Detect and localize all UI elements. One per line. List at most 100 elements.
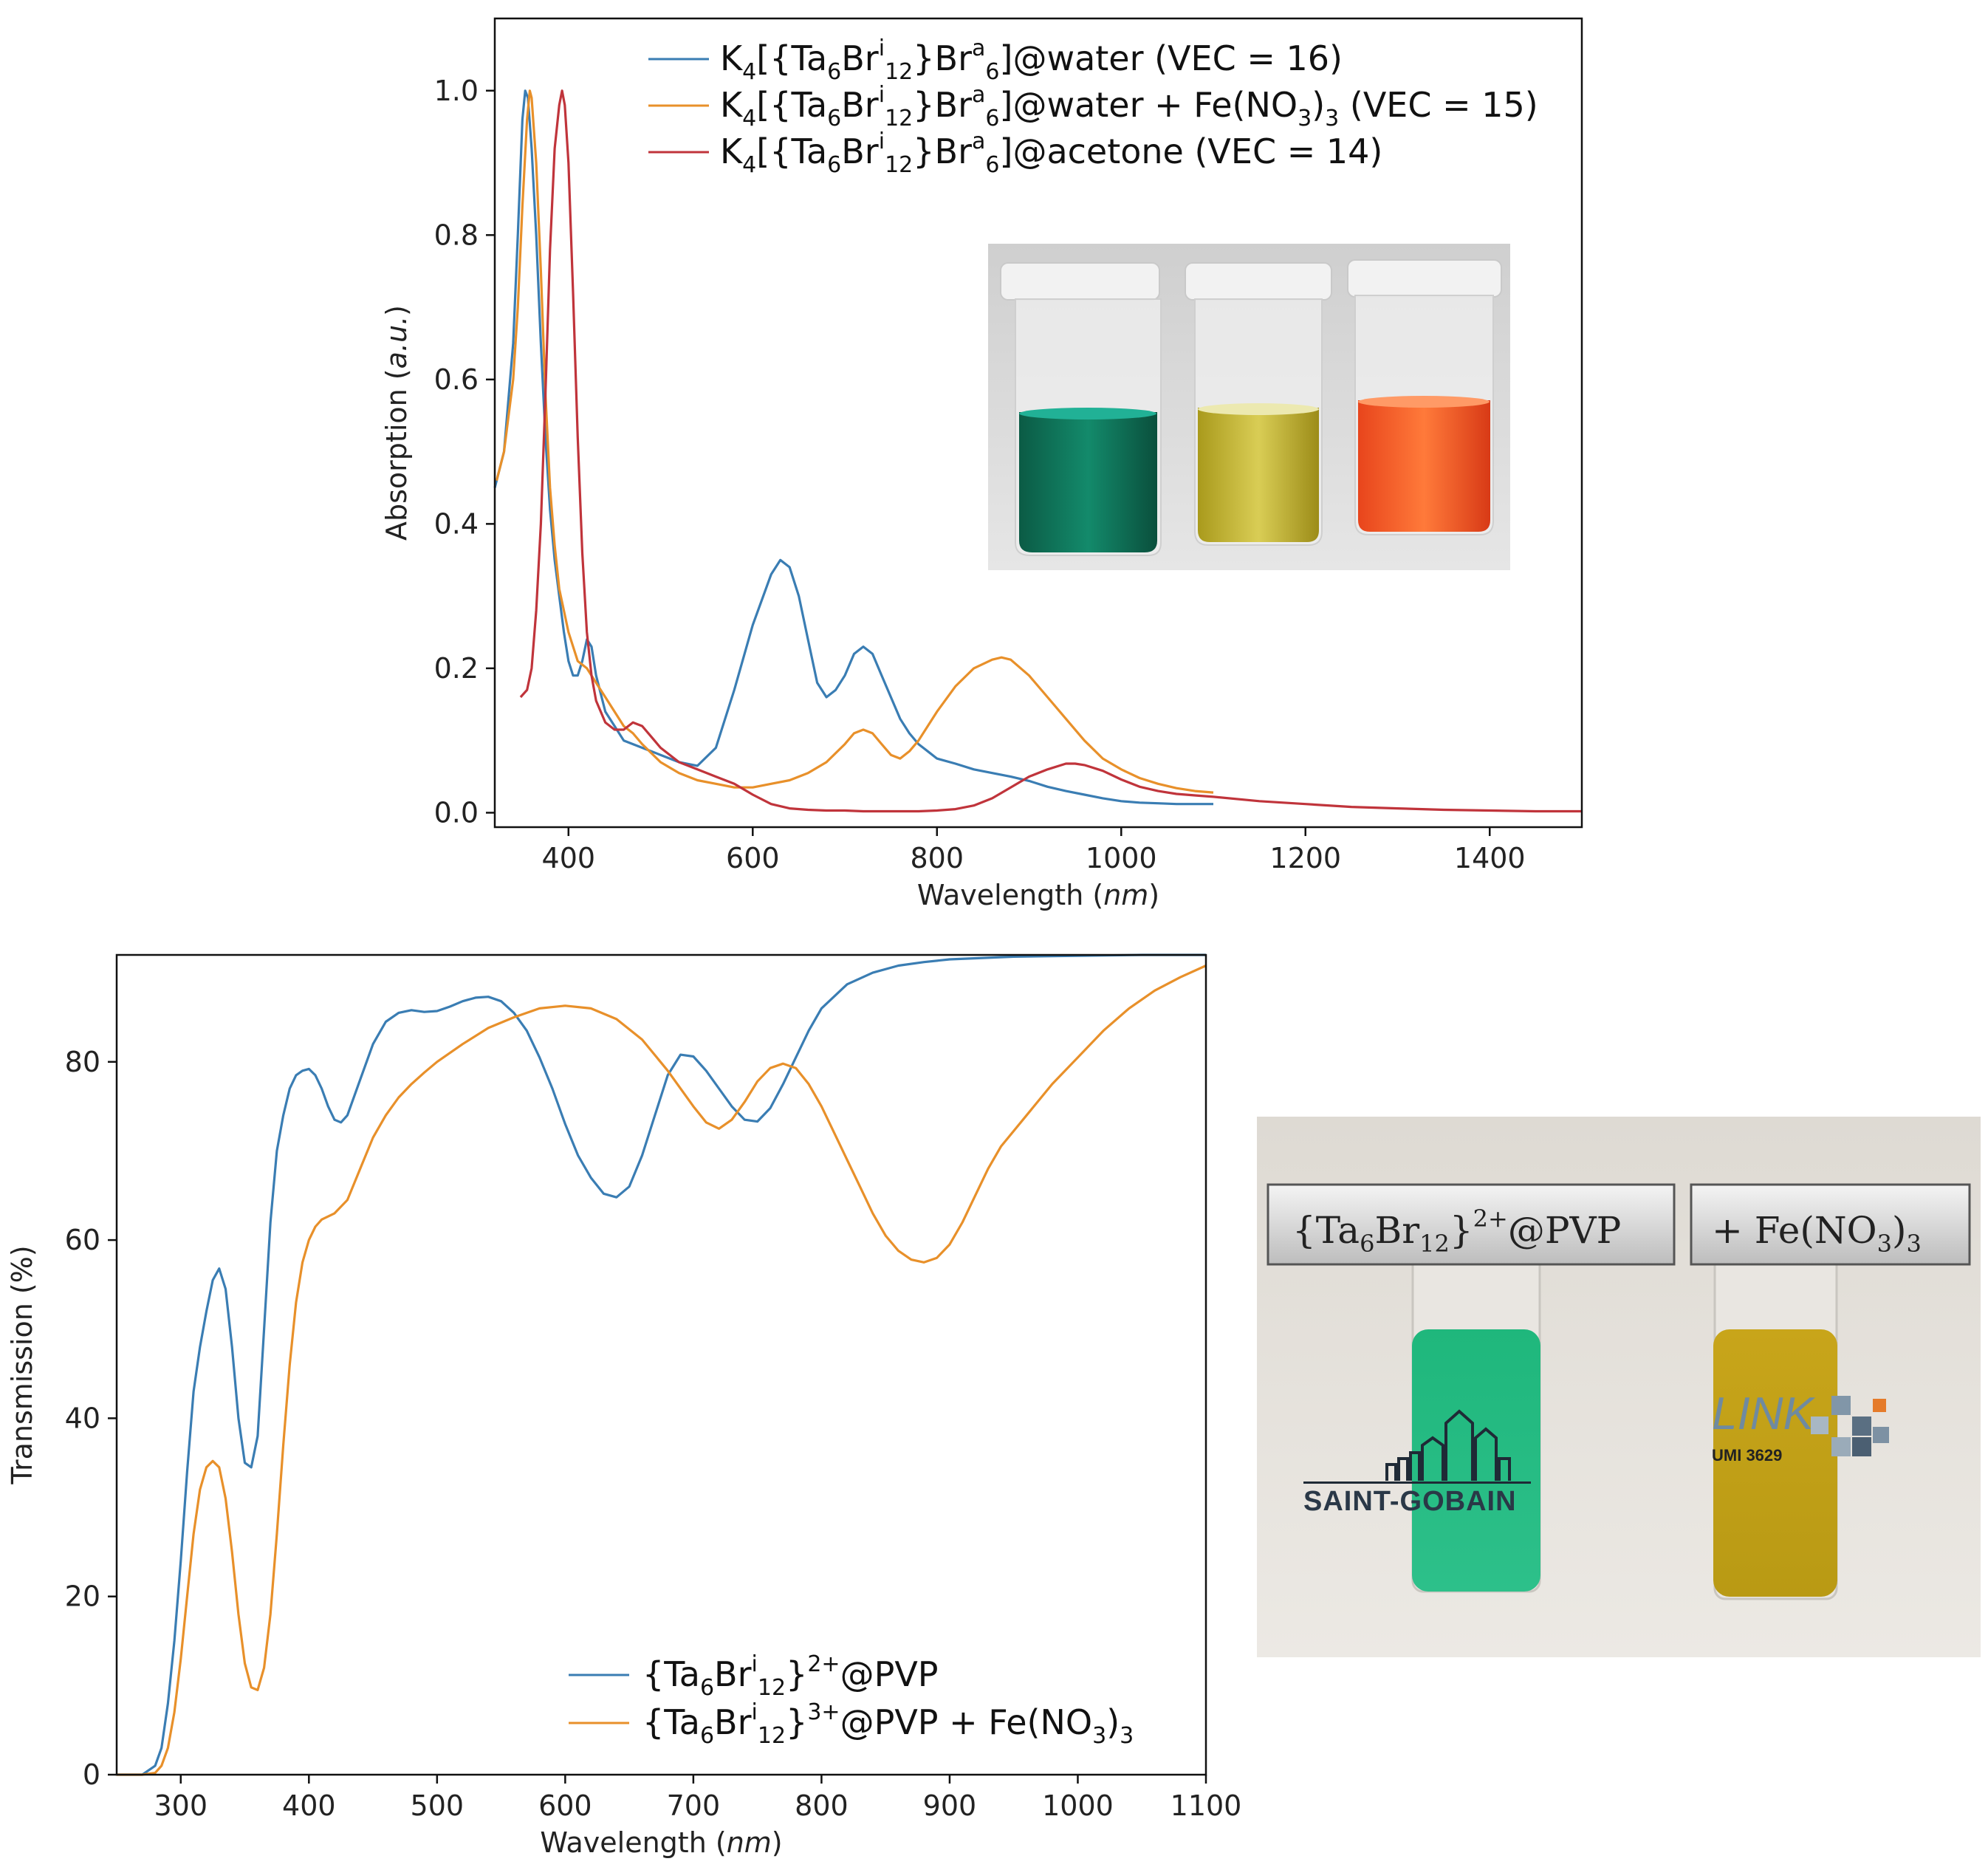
legend-label-part: a — [972, 35, 985, 61]
legend-label-part: ) — [1312, 85, 1325, 125]
legend-label-part: 3 — [1092, 1723, 1106, 1749]
transmission-y-tick-label: 0 — [83, 1758, 100, 1791]
transmission-x-axis-label-text: Wavelength — [540, 1826, 706, 1859]
link-umi-logo: LINK UMI 3629 — [1712, 1388, 1889, 1465]
transmission-series-line-0 — [117, 953, 1206, 1776]
absorption-y-tick-label: 0.8 — [434, 219, 479, 251]
label-box-pvp: {Ta6Br12}2+@PVP — [1267, 1183, 1676, 1266]
legend-label-part: 4 — [742, 106, 756, 131]
link-logo-cube — [1873, 1427, 1889, 1443]
absorption-chart: 400 600 800 1000 1200 1400 0.0 0.2 0.4 0.6 0.8 1.0… — [380, 17, 1583, 911]
vial-yellow-meniscus — [1198, 403, 1319, 415]
legend-label-part: 3 — [1298, 106, 1312, 131]
legend-label-part: Br — [714, 1654, 752, 1694]
absorption-y-axis-close-paren: ) — [380, 305, 413, 316]
vial-orange-liquid — [1358, 400, 1490, 532]
vials-photo-inset — [988, 244, 1510, 570]
transmission-y-tick-label: 20 — [65, 1580, 100, 1613]
legend-label-part: [{Ta — [756, 131, 827, 171]
absorption-x-axis-open-paren: ( — [1083, 879, 1103, 911]
transmission-x-tick-label: 500 — [411, 1789, 465, 1822]
transmission-x-axis-unit: nm — [727, 1826, 772, 1859]
absorption-x-tick-label: 1200 — [1269, 842, 1341, 874]
transmission-y-tick-label: 80 — [65, 1046, 100, 1078]
legend-label-part: ]@water (VEC = 16) — [1000, 38, 1343, 78]
absorption-y-axis-label: Absorption (a.u.) — [380, 305, 413, 541]
absorption-x-ticks: 400 600 800 1000 1200 1400 — [542, 827, 1526, 874]
legend-label-part: K — [720, 131, 744, 171]
legend-label-part: 12 — [885, 152, 913, 178]
transmission-x-tick-label: 900 — [923, 1789, 977, 1822]
absorption-x-tick-label: 1400 — [1454, 842, 1526, 874]
legend-label-part: 12 — [885, 59, 913, 85]
link-logo-cube — [1852, 1416, 1871, 1436]
legend-label-pvp: {Ta6Bri12}2+@PVP — [642, 1651, 939, 1701]
legend-label-part: {Ta — [642, 1654, 700, 1694]
transmission-y-ticks: 0 20 40 60 80 — [65, 1046, 117, 1791]
absorption-series-line-2 — [519, 89, 1582, 813]
absorption-x-axis-close-paren: ) — [1148, 879, 1159, 911]
transmission-x-tick-label: 700 — [667, 1789, 721, 1822]
absorption-y-tick-label: 0.4 — [434, 507, 479, 540]
legend-label-acetone: K4[{Ta6Bri12}Bra6]@acetone (VEC = 14) — [720, 129, 1382, 178]
legend-label-part: } — [786, 1702, 807, 1742]
legend-label-part: 4 — [742, 59, 756, 85]
legend-label-part: }Br — [913, 85, 972, 125]
legend-label-part: 12 — [758, 1675, 786, 1701]
absorption-y-tick-label: 0.0 — [434, 796, 479, 829]
transmission-plot-area — [117, 953, 1207, 1776]
legend-label-part: [{Ta — [756, 85, 827, 125]
transmission-x-tick-label: 600 — [538, 1789, 592, 1822]
absorption-y-ticks: 0.0 0.2 0.4 0.6 0.8 1.0 — [434, 75, 495, 829]
label-box-fe-frame — [1690, 1183, 1971, 1266]
absorption-x-tick-label: 400 — [542, 842, 596, 874]
legend-label-part: ) — [1106, 1702, 1120, 1742]
saint-gobain-logo-baseline — [1303, 1481, 1531, 1484]
legend-label-part: @PVP — [840, 1654, 939, 1694]
legend-label-part: 2+ — [807, 1651, 840, 1677]
absorption-y-axis-open-paren: ( — [380, 369, 413, 388]
transmission-y-tick-label: 60 — [65, 1224, 100, 1256]
transmission-legend: {Ta6Bri12}2+@PVP {Ta6Bri12}3+@PVP + Fe(N… — [569, 1651, 1134, 1749]
legend-label-pvp-fe: {Ta6Bri12}3+@PVP + Fe(NO3)3 — [642, 1699, 1134, 1749]
legend-label-water-fe: K4[{Ta6Bri12}Bra6]@water + Fe(NO3)3 (VEC… — [720, 82, 1538, 131]
saint-gobain-logo: SAINT-GOBAIN — [1303, 1409, 1531, 1517]
label-box-pvp-text: {Ta6Br12}2+@PVP — [1292, 1205, 1621, 1258]
legend-label-part: {Ta — [642, 1702, 700, 1742]
vial-green-cap — [1000, 262, 1160, 301]
legend-label-part: 3+ — [807, 1699, 840, 1725]
transmission-plot-frame — [115, 953, 1207, 1776]
absorption-y-tick-label: 1.0 — [434, 75, 479, 107]
legend-label-part: ]@water + Fe(NO — [1000, 85, 1298, 125]
transmission-x-axis-open-paren: ( — [707, 1826, 727, 1859]
label-box-fe: + Fe(NO3)3 — [1690, 1183, 1971, 1266]
absorption-series-line-0 — [493, 89, 1213, 806]
legend-label-part: K — [720, 38, 744, 78]
legend-label-part: 6 — [827, 106, 841, 131]
legend-label-part: 6 — [827, 59, 841, 85]
transmission-y-tick-label: 40 — [65, 1402, 100, 1434]
transmission-x-tick-label: 300 — [154, 1789, 208, 1822]
legend-label-part: 6 — [700, 1675, 714, 1701]
label-box-pvp-frame — [1267, 1183, 1676, 1266]
legend-label-part: Br — [841, 131, 879, 171]
legend-label-part: }Br — [913, 131, 972, 171]
legend-label-part: i — [752, 1651, 758, 1677]
link-logo-text: LINK — [1712, 1388, 1815, 1439]
legend-label-part: a — [972, 129, 985, 154]
legend-label-part: 12 — [885, 106, 913, 131]
legend-label-water: K4[{Ta6Bri12}Bra6]@water (VEC = 16) — [720, 35, 1343, 85]
legend-label-part: i — [879, 35, 885, 61]
absorption-x-axis-unit: nm — [1103, 879, 1148, 911]
legend-label-part: [{Ta — [756, 38, 827, 78]
legend-label-part: ]@acetone (VEC = 14) — [1000, 131, 1383, 171]
legend-label-part: i — [879, 129, 885, 154]
legend-label-part: 6 — [985, 59, 999, 85]
legend-label-part: 4 — [742, 152, 756, 178]
legend-label-part: 6 — [985, 106, 999, 131]
absorption-y-tick-label: 0.6 — [434, 363, 479, 396]
legend-label-part: @PVP + Fe(NO — [840, 1702, 1093, 1742]
transmission-x-ticks: 300 400 500 600 700 800 900 1000 1100 — [154, 1775, 1241, 1822]
slide-yellow: LINK UMI 3629 — [1712, 1236, 1889, 1600]
transmission-x-tick-label: 1100 — [1170, 1789, 1242, 1822]
